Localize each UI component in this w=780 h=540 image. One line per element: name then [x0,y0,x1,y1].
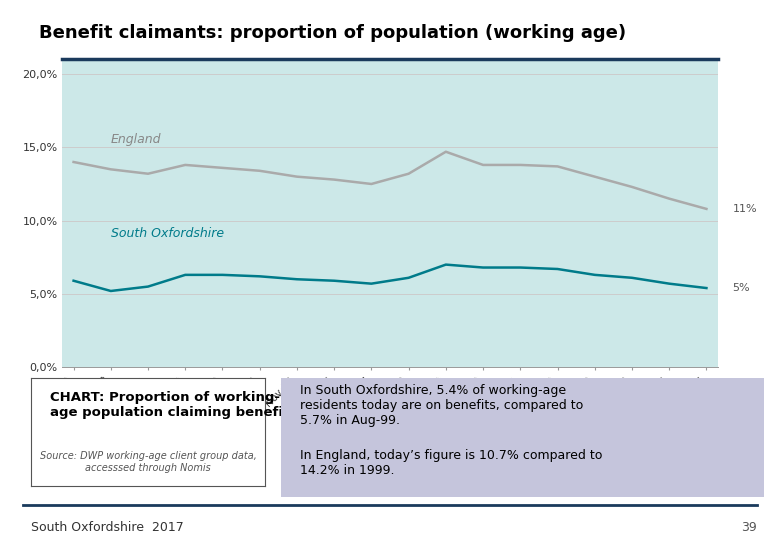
Text: 39: 39 [741,521,757,534]
Text: South Oxfordshire: South Oxfordshire [111,227,224,240]
Text: South Oxfordshire  2017: South Oxfordshire 2017 [31,521,184,534]
Text: 5%: 5% [732,283,750,293]
Text: In South Oxfordshire, 5.4% of working-age
residents today are on benefits, compa: In South Oxfordshire, 5.4% of working-ag… [300,384,583,427]
Text: Source: DWP working-age client group data,
accesssed through Nomis: Source: DWP working-age client group dat… [40,451,257,473]
Text: England: England [111,133,161,146]
Text: 11%: 11% [732,204,757,214]
Text: CHART: Proportion of working-
age population claiming benefits: CHART: Proportion of working- age popula… [50,391,297,419]
Text: Benefit claimants: proportion of population (working age): Benefit claimants: proportion of populat… [39,24,626,42]
Text: In England, today’s figure is 10.7% compared to
14.2% in 1999.: In England, today’s figure is 10.7% comp… [300,449,602,477]
